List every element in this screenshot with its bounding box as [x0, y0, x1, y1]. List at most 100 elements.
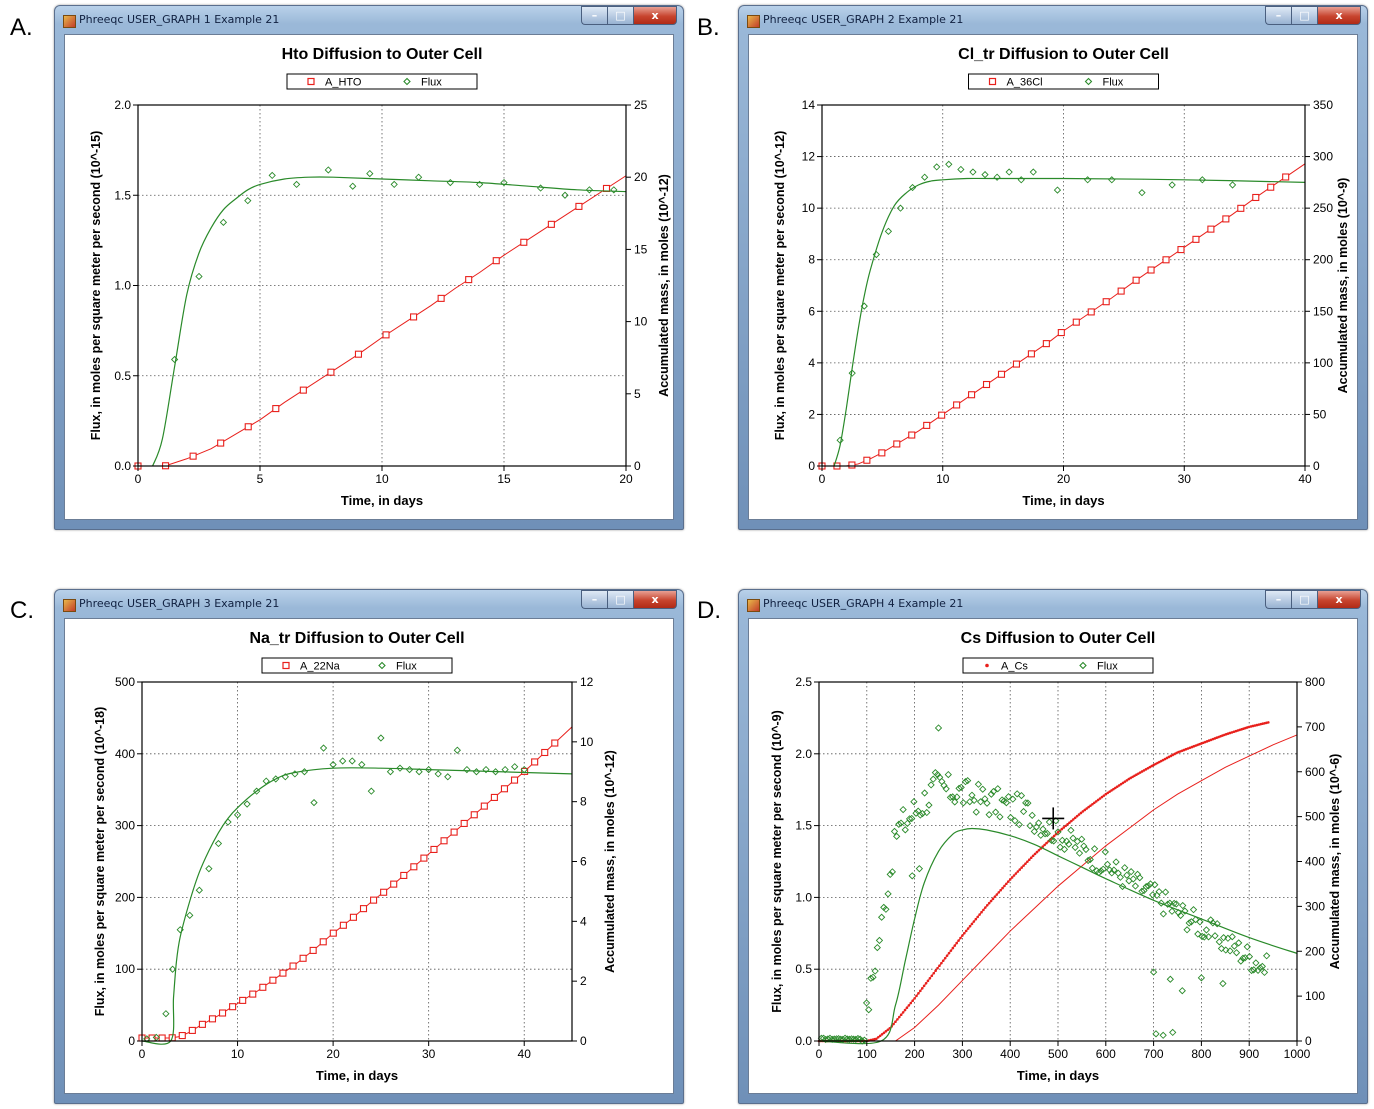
data-point	[465, 276, 473, 284]
maximize-button[interactable]: □	[607, 590, 633, 609]
title-bar[interactable]: Phreeqc USER_GRAPH 4 Example 21 – □ x	[739, 590, 1367, 618]
x-tick-label: 900	[1239, 1047, 1259, 1061]
maximize-button[interactable]: □	[1291, 6, 1317, 25]
x-tick-label: 200	[905, 1047, 925, 1061]
y-tick-label: 2.0	[795, 747, 812, 761]
minimize-button[interactable]: –	[1265, 6, 1291, 25]
data-point	[893, 832, 901, 841]
data-point	[929, 775, 937, 783]
y2-axis-label: Accumulated mass, in moles (10^-12)	[657, 174, 671, 397]
data-point	[945, 160, 953, 168]
data-point	[970, 922, 974, 926]
minimize-button[interactable]: –	[581, 6, 607, 25]
data-point	[521, 767, 529, 775]
y2-tick-label: 0	[580, 1034, 587, 1048]
window-title: Phreeqc USER_GRAPH 4 Example 21	[763, 597, 964, 610]
x-tick-label: 0	[816, 1047, 823, 1061]
data-point	[1260, 968, 1269, 977]
data-point	[551, 739, 559, 747]
data-point	[1245, 952, 1254, 961]
title-bar[interactable]: Phreeqc USER_GRAPH 3 Example 21 – □ x	[55, 590, 683, 618]
data-point	[1082, 845, 1090, 854]
data-point	[1125, 779, 1129, 782]
data-point	[997, 891, 1001, 894]
data-point	[1007, 813, 1015, 822]
data-point	[339, 921, 347, 929]
close-button[interactable]: x	[1317, 590, 1361, 609]
data-point	[993, 895, 997, 898]
close-button[interactable]: x	[633, 590, 677, 609]
data-point	[878, 1034, 882, 1038]
data-point	[932, 971, 936, 975]
close-button[interactable]: x	[633, 6, 677, 25]
data-point	[892, 1022, 895, 1026]
data-point	[1103, 860, 1112, 868]
data-point	[1031, 854, 1035, 858]
data-point	[1013, 790, 1021, 798]
y2-axis-label: Accumulated mass, in moles (10^-6)	[1328, 754, 1342, 970]
data-point	[913, 997, 916, 1000]
data-point	[1037, 848, 1041, 852]
data-point	[865, 1006, 873, 1014]
data-point	[871, 967, 879, 975]
series-line	[142, 726, 573, 1039]
close-button[interactable]: x	[1317, 6, 1361, 25]
y-tick-label: 0	[128, 1034, 135, 1048]
title-bar[interactable]: Phreeqc USER_GRAPH 1 Example 21 – □ x	[55, 6, 683, 34]
data-point	[894, 1020, 897, 1024]
y-tick-label: 1.5	[114, 188, 131, 202]
data-point	[1091, 802, 1094, 806]
y-tick-label: 1.0	[114, 279, 131, 293]
data-point	[253, 787, 261, 795]
data-point	[1132, 276, 1140, 284]
data-point	[1115, 785, 1119, 788]
data-point	[933, 163, 941, 171]
data-point	[924, 981, 928, 985]
data-point	[1117, 784, 1121, 787]
data-point	[938, 777, 946, 786]
title-bar[interactable]: Phreeqc USER_GRAPH 2 Example 21 – □ x	[739, 6, 1367, 34]
plot-area[interactable]: Cs Diffusion to Outer Cell A_Cs Flux 0 100 20…	[748, 618, 1358, 1094]
data-point	[1070, 819, 1073, 823]
data-point	[1012, 360, 1020, 368]
plot-area[interactable]: Na_tr Diffusion to Outer Cell A_22Na Flux 0…	[64, 618, 674, 1094]
data-point	[1028, 858, 1031, 862]
maximize-button[interactable]: □	[607, 6, 633, 25]
legend-label: Flux	[421, 77, 442, 89]
data-point	[1088, 864, 1097, 872]
maximize-button[interactable]: □	[1291, 590, 1317, 609]
data-point	[860, 1036, 869, 1044]
data-point	[1282, 173, 1290, 181]
data-point	[1101, 848, 1109, 856]
data-point	[896, 1018, 899, 1021]
legend-marker	[282, 661, 290, 670]
data-point	[993, 173, 1001, 181]
data-point	[832, 1035, 841, 1043]
minimize-button[interactable]: –	[581, 590, 607, 609]
data-point	[289, 962, 297, 970]
data-point	[934, 724, 943, 732]
data-point	[911, 999, 914, 1003]
data-point	[1026, 860, 1029, 863]
data-point	[1018, 868, 1022, 871]
x-axis-label: Time, in days	[1017, 1068, 1099, 1083]
y-tick-label: 10	[802, 201, 816, 215]
data-point	[1077, 813, 1081, 816]
data-point	[938, 411, 946, 419]
plot-area[interactable]: Hto Diffusion to Outer Cell A_HTO Flux 0 5 10…	[64, 34, 674, 520]
data-point	[921, 789, 929, 797]
graph-window: Phreeqc USER_GRAPH 2 Example 21 – □ x Cl_tr …	[738, 5, 1368, 530]
data-point	[979, 785, 987, 793]
data-point	[359, 905, 368, 913]
data-point	[901, 826, 909, 834]
data-point	[1168, 907, 1176, 915]
minimize-button[interactable]: –	[1265, 590, 1291, 609]
data-point	[1100, 795, 1104, 799]
y-tick-label: 2.5	[795, 675, 812, 689]
plot-area[interactable]: Cl_tr Diffusion to Outer Cell A_36Cl Flux 0…	[748, 34, 1358, 520]
data-point	[983, 799, 991, 807]
data-point	[1098, 797, 1102, 800]
data-point	[1150, 764, 1153, 768]
data-point	[1011, 817, 1019, 825]
data-point	[985, 903, 989, 907]
